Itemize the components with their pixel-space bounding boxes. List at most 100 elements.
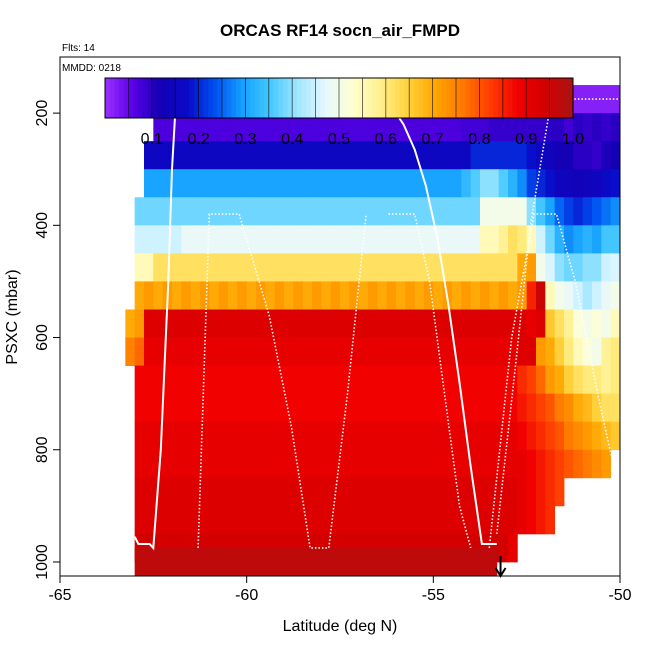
colorbar-tick-label: 0.4	[281, 131, 303, 148]
heatmap-cell	[340, 365, 350, 395]
heatmap-cell	[181, 337, 192, 366]
heatmap-cell	[396, 337, 406, 366]
heatmap-cell	[545, 197, 556, 226]
colorbar-segment	[376, 78, 382, 118]
heatmap-cell	[218, 225, 229, 254]
heatmap-cell	[517, 365, 528, 395]
heatmap-cell	[601, 365, 612, 395]
heatmap-cell	[256, 197, 266, 226]
heatmap-cell	[218, 113, 229, 142]
flight-profile-dotted	[197, 213, 367, 549]
heatmap-cell	[200, 169, 210, 198]
heatmap-cell	[368, 253, 378, 282]
heatmap-cell	[610, 421, 621, 451]
heatmap-cell	[330, 505, 341, 535]
heatmap-cell	[134, 337, 145, 366]
heatmap-cell	[526, 169, 537, 198]
heatmap-cell	[564, 337, 574, 366]
heatmap-cell	[284, 225, 294, 254]
colorbar-segment	[254, 78, 260, 118]
colorbar-tick-label: 0.8	[468, 131, 490, 148]
heatmap-cell	[200, 253, 210, 282]
heatmap-cell	[442, 197, 453, 226]
heatmap-cell	[349, 281, 360, 310]
heatmap-cell	[209, 505, 220, 535]
heatmap-cell	[517, 421, 528, 451]
colorbar-segment	[179, 78, 186, 118]
heatmap-cell	[601, 449, 612, 479]
colorbar-segment	[502, 78, 508, 118]
heatmap-cell	[293, 477, 304, 507]
heatmap-cell	[414, 547, 425, 577]
heatmap-cell	[452, 197, 462, 226]
heatmap-cell	[368, 225, 378, 254]
heatmap-cell	[526, 477, 537, 507]
heatmap-cell	[302, 113, 313, 142]
heatmap-cell	[592, 169, 602, 198]
heatmap-cell	[246, 309, 257, 338]
heatmap-cell	[582, 225, 593, 254]
heatmap-cell	[526, 449, 537, 479]
heatmap-cell	[302, 337, 313, 366]
heatmap-cell	[228, 505, 238, 535]
colorbar-segment	[156, 78, 162, 118]
heatmap-cell	[209, 113, 220, 142]
heatmap-cell	[172, 309, 182, 338]
heatmap-cell	[489, 113, 500, 142]
colorbar-segment	[409, 78, 415, 118]
colorbar-segment	[119, 78, 125, 118]
heatmap-cell	[349, 141, 360, 170]
heatmap-cell	[134, 547, 145, 577]
colorbar-segment	[114, 78, 120, 118]
heatmap-cell	[592, 281, 602, 310]
heatmap-cell	[489, 281, 500, 310]
colorbar-segment	[250, 78, 256, 118]
heatmap-cell	[582, 253, 593, 282]
heatmap-cell	[536, 365, 546, 395]
heatmap-cell	[218, 169, 229, 198]
heatmap-cell	[377, 197, 388, 226]
heatmap-cell	[144, 337, 154, 366]
heatmap-cell	[470, 309, 481, 338]
heatmap-cell	[284, 113, 294, 142]
heatmap-cell	[265, 477, 276, 507]
colorbar-segment	[175, 78, 181, 118]
heatmap-cell	[312, 113, 322, 142]
heatmap-cell	[610, 141, 621, 170]
heatmap-cell	[480, 225, 490, 254]
colorbar-segment	[432, 78, 438, 118]
heatmap-cell	[461, 253, 472, 282]
heatmap-cell	[480, 421, 490, 451]
heatmap-cell	[517, 281, 528, 310]
colorbar-segment	[231, 78, 237, 118]
heatmap-cell	[545, 505, 556, 535]
heatmap-cell	[274, 547, 285, 577]
colorbar-tick-label: 0.6	[375, 131, 397, 148]
heatmap-cell	[508, 533, 518, 563]
heatmap-cell	[293, 421, 304, 451]
heatmap-cell	[200, 113, 210, 142]
heatmap-cell	[200, 449, 210, 479]
heatmap-cell	[405, 505, 416, 535]
heatmap-cell	[302, 141, 313, 170]
heatmap-cell	[162, 365, 173, 395]
heatmap-cell	[349, 253, 360, 282]
heatmap-cell	[190, 281, 201, 310]
colorbar-tick-label: 0.9	[515, 131, 537, 148]
heatmap-cell	[452, 225, 462, 254]
heatmap-cell	[405, 141, 416, 170]
heatmap-cell	[181, 309, 192, 338]
heatmap-cell	[489, 253, 500, 282]
heatmap-cell	[377, 225, 388, 254]
heatmap-cell	[442, 169, 453, 198]
heatmap-cell	[461, 393, 472, 423]
heatmap-cell	[386, 141, 397, 170]
heatmap-cell	[433, 141, 444, 170]
heatmap-cell	[461, 309, 472, 338]
heatmap-cell	[545, 141, 556, 170]
heatmap-cell	[368, 141, 378, 170]
heatmap-cell	[340, 281, 350, 310]
heatmap-cell	[162, 421, 173, 451]
heatmap-cell	[246, 253, 257, 282]
heatmap-cell	[592, 365, 602, 395]
